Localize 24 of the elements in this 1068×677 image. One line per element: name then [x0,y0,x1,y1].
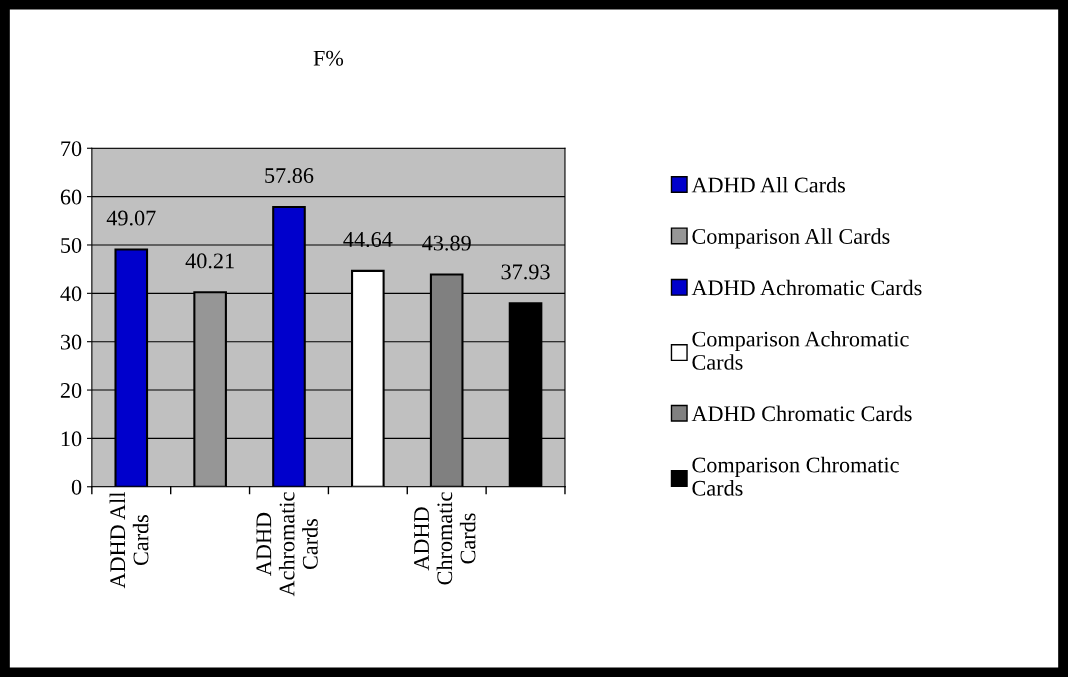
data-label: 57.86 [265,168,314,184]
legend-label: ADHD Achromatic Cards [691,279,922,296]
y-tick-label: 0 [71,479,82,495]
y-tick-label: 50 [61,237,82,253]
data-label: 44.64 [343,232,393,248]
data-label: 40.21 [185,253,234,269]
data-label: 37.93 [501,264,550,280]
x-tick-label: ADHD Achromatic Cards [256,492,318,597]
x-tick-label: ADHD All Cards [109,492,149,589]
y-tick-label: 20 [60,382,82,398]
data-label: 43.89 [422,235,471,251]
y-tick-label: 30 [60,334,82,350]
legend-label: ADHD Chromatic Cards [691,405,912,422]
y-tick-label: 40 [60,286,82,302]
legend-label: Comparison All Cards [692,228,890,249]
data-label: 49.07 [106,210,156,226]
legend-label: Comparison Achromatic Cards [692,330,909,370]
y-tick-label: 10 [61,431,82,447]
chart-title: F% [313,50,344,66]
legend-label: ADHD All Cards [691,176,845,193]
x-tick-label: ADHD Chromatic Cards [414,492,476,585]
y-tick-label: 70 [61,141,82,157]
legend-label: Comparison Chromatic Cards [692,456,899,496]
y-tick-label: 60 [60,189,82,205]
